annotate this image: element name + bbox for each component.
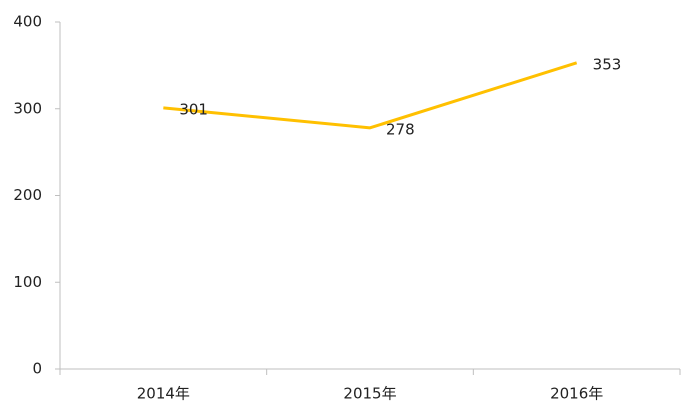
x-tick-label: 2014年 <box>137 385 190 403</box>
line <box>163 61 578 130</box>
x-tick-label: 2015年 <box>343 385 396 403</box>
x-tick-label: 2016年 <box>550 385 603 403</box>
y-tick-label: 200 <box>13 186 42 204</box>
data-label: 353 <box>593 55 622 73</box>
y-tick-label: 300 <box>13 99 42 117</box>
y-tick-label: 400 <box>13 13 42 31</box>
data-label: 278 <box>386 120 415 138</box>
y-tick-label: 100 <box>13 273 42 291</box>
data-label: 301 <box>179 100 208 118</box>
y-tick-label: 0 <box>32 360 42 378</box>
